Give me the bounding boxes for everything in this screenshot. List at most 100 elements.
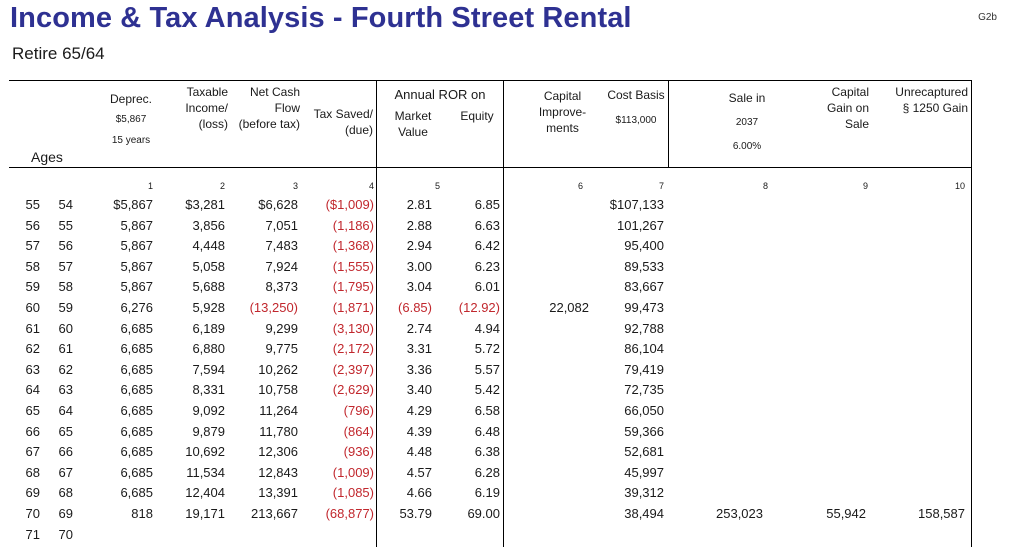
header-equity: Equity <box>460 109 494 123</box>
cell-age-2: 65 <box>58 423 73 439</box>
cell-costbasis: 89,533 <box>624 258 664 274</box>
cell-equity: 6.48 <box>474 423 500 439</box>
cell-deprec: 6,685 <box>120 464 153 480</box>
cell-age-1: 55 <box>25 197 40 212</box>
header-unrecap-l2: § 1250 Gain <box>902 101 968 115</box>
cell-taxsaved: (1,186) <box>332 217 374 233</box>
cell-taxable: 11,534 <box>186 464 225 480</box>
cell-taxable: 3,856 <box>192 217 225 233</box>
cell-market: 53.79 <box>399 506 432 521</box>
column-number: 1 <box>147 181 153 191</box>
cell-netcash: 13,391 <box>258 485 298 501</box>
header-market-l2: Value <box>398 125 428 139</box>
column-number: 9 <box>862 181 868 191</box>
header-sale-year: 2037 <box>735 117 759 128</box>
header-netcash: Net Cash Flow (before tax) <box>230 84 300 132</box>
column-number: 5 <box>434 181 440 191</box>
cell-age-1: 56 <box>25 217 40 233</box>
cell-taxsaved: (2,172) <box>332 341 374 357</box>
cell-costbasis: 45,997 <box>624 464 664 480</box>
cell-netcash: 11,264 <box>259 403 298 418</box>
cell-equity: (12.92) <box>458 300 500 315</box>
cell-deprec: 6,685 <box>120 403 153 418</box>
header-ages: Ages <box>31 149 63 165</box>
header-taxsaved-l2: (due) <box>344 123 373 137</box>
cell-age-2: 55 <box>58 217 73 233</box>
cell-equity: 4.94 <box>474 320 500 336</box>
cell-market: 4.48 <box>406 444 432 460</box>
cell-age-1: 59 <box>25 279 40 295</box>
cell-netcash: 213,667 <box>251 506 298 521</box>
header-capimp: Capital Improve- ments <box>525 88 600 136</box>
cell-costbasis: 59,366 <box>624 423 664 439</box>
cell-costbasis: 99,473 <box>624 300 664 315</box>
cell-deprec: 5,867 <box>120 217 153 233</box>
cell-costbasis: 83,667 <box>624 279 664 295</box>
cell-taxsaved: (1,871) <box>332 300 374 315</box>
header-taxable-l2: Income/ <box>185 101 228 115</box>
cell-costbasis: 101,267 <box>617 217 664 233</box>
cell-taxsaved: (796) <box>343 403 374 418</box>
table-vline <box>376 168 377 547</box>
cell-market: 3.31 <box>406 341 432 357</box>
header-sale-label: Sale in <box>728 91 766 105</box>
cell-capimp: 22,082 <box>549 300 589 315</box>
cell-equity: 5.42 <box>474 382 500 398</box>
header-sale: Sale in 2037 6.00% <box>712 90 782 155</box>
cell-costbasis: 95,400 <box>624 238 664 254</box>
cell-age-2: 66 <box>58 444 73 460</box>
cell-age-1: 65 <box>25 403 40 418</box>
cell-netcash: 7,924 <box>265 258 298 274</box>
cell-deprec: 6,685 <box>120 341 153 357</box>
cell-costbasis: 79,419 <box>624 361 664 377</box>
header-costbasis: Cost Basis $113,000 <box>600 87 672 129</box>
cell-netcash: (13,250) <box>249 300 298 315</box>
cell-age-2: 57 <box>58 258 73 274</box>
table-vline <box>971 168 972 547</box>
header-netcash-l3: (before tax) <box>238 117 300 131</box>
header-taxable: Taxable Income/ (loss) <box>170 84 228 132</box>
cell-age-2: 70 <box>58 526 73 542</box>
cell-deprec: 5,867 <box>120 279 153 295</box>
cell-age-1: 70 <box>25 506 40 521</box>
cell-age-2: 67 <box>58 464 73 480</box>
cell-netcash: 12,843 <box>258 464 298 480</box>
cell-market: 3.04 <box>406 279 432 295</box>
column-number: 3 <box>292 181 298 191</box>
cell-age-1: 67 <box>25 444 40 460</box>
cell-age-1: 58 <box>25 258 40 274</box>
cell-capgain: 55,942 <box>826 506 866 521</box>
cell-age-2: 59 <box>58 300 73 315</box>
cell-age-1: 57 <box>25 238 40 254</box>
cell-taxsaved: (1,009) <box>332 464 374 480</box>
cell-taxsaved: (3,130) <box>332 320 374 336</box>
cell-equity: 6.58 <box>474 403 500 418</box>
header-capimp-l1: Capital <box>543 89 582 103</box>
cell-age-1: 60 <box>25 300 40 315</box>
cell-netcash: 7,483 <box>265 238 298 254</box>
cell-netcash: 7,051 <box>265 217 298 233</box>
cell-equity: 6.85 <box>474 197 500 212</box>
cell-costbasis: 72,735 <box>624 382 664 398</box>
cell-netcash: 10,262 <box>258 361 298 377</box>
header-taxsaved: Tax Saved/ (due) <box>305 106 373 138</box>
cell-market: 3.36 <box>406 361 432 377</box>
header-deprec: Deprec. $5,867 15 years <box>100 91 162 149</box>
header-capimp-l2: Improve- <box>538 105 587 119</box>
header-costbasis-label: Cost Basis <box>607 88 665 102</box>
cell-equity: 6.63 <box>474 217 500 233</box>
cell-deprec: 6,685 <box>120 423 153 439</box>
column-number: 7 <box>658 181 664 191</box>
cell-age-2: 62 <box>58 361 73 377</box>
cell-market: 3.40 <box>406 382 432 398</box>
cell-netcash: 10,758 <box>258 382 298 398</box>
table-vline <box>503 168 504 547</box>
cell-taxable: 19,171 <box>185 506 225 521</box>
cell-taxsaved: (864) <box>343 423 374 439</box>
cell-age-2: 68 <box>58 485 73 501</box>
cell-taxable: 6,189 <box>192 320 225 336</box>
cell-age-2: 60 <box>58 320 73 336</box>
cell-market: 3.00 <box>406 258 432 274</box>
cell-costbasis: 86,104 <box>624 341 664 357</box>
cell-deprec: 6,276 <box>120 300 153 315</box>
